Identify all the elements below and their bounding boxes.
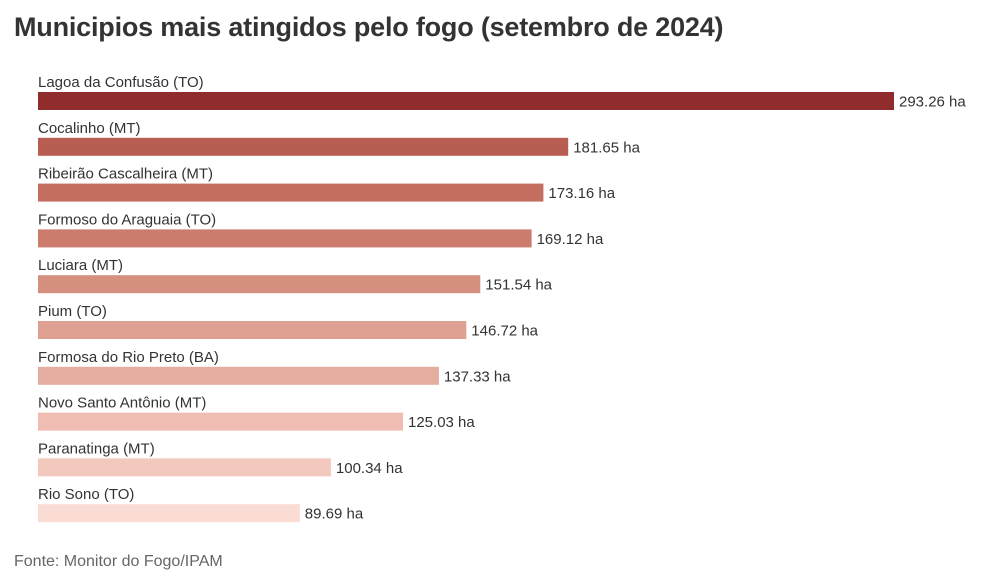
bar	[38, 366, 439, 385]
category-label: Novo Santo Antônio (MT)	[38, 395, 206, 412]
bar	[38, 92, 894, 110]
category-label: Paranatinga (MT)	[38, 440, 155, 457]
category-label: Formoso do Araguaia (TO)	[38, 211, 216, 228]
bar	[38, 321, 467, 339]
category-label: Pium (TO)	[38, 303, 107, 320]
value-label: 146.72 ha	[471, 323, 538, 340]
bar	[38, 504, 300, 523]
bar	[38, 412, 403, 431]
bar	[38, 137, 569, 156]
value-label: 100.34 ha	[336, 460, 403, 477]
value-label: 181.65 ha	[573, 139, 640, 156]
bar	[38, 229, 532, 248]
chart-title: Municipios mais atingidos pelo fogo (set…	[14, 12, 724, 42]
value-label: 89.69 ha	[305, 506, 364, 523]
category-label: Rio Sono (TO)	[38, 486, 134, 503]
category-label: Ribeirão Cascalheira (MT)	[38, 166, 213, 183]
category-label: Cocalinho (MT)	[38, 120, 141, 137]
category-label: Lagoa da Confusão (TO)	[38, 74, 204, 91]
value-label: 125.03 ha	[408, 414, 475, 431]
category-label: Luciara (MT)	[38, 257, 123, 274]
value-label: 173.16 ha	[548, 185, 615, 202]
source-note: Fonte: Monitor do Fogo/IPAM	[14, 553, 223, 570]
category-label: Formosa do Rio Preto (BA)	[38, 349, 219, 366]
bar	[38, 458, 331, 477]
value-label: 137.33 ha	[444, 368, 511, 385]
value-label: 151.54 ha	[485, 277, 552, 294]
value-label: 169.12 ha	[537, 231, 604, 248]
bar	[38, 275, 481, 294]
value-label: 293.26 ha	[899, 94, 966, 111]
bar	[38, 183, 544, 202]
